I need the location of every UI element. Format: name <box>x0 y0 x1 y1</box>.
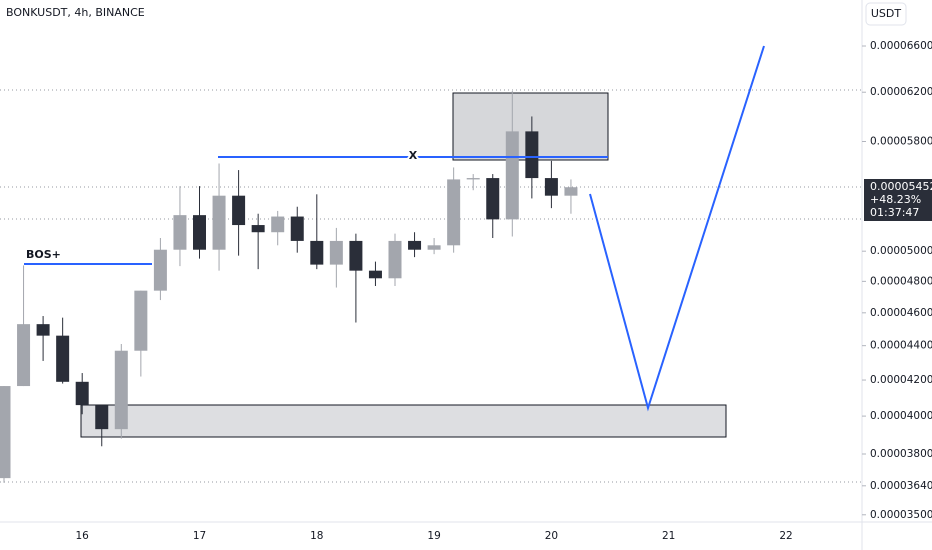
last-price: 0.00005452 <box>870 180 932 193</box>
axes: 0.00006600 0.00006200 0.00005800 0.00005000… <box>76 40 932 542</box>
x-tick-label: 18 <box>310 530 323 542</box>
y-tick-label: 0.00005000 <box>870 245 932 257</box>
y-tick-label: 0.00004800 <box>870 275 932 287</box>
candle-body <box>134 290 148 351</box>
bar-countdown: 01:37:47 <box>870 206 919 219</box>
candle-body <box>544 178 558 196</box>
y-tick-label: 0.00006600 <box>870 40 932 52</box>
candle-body <box>486 178 500 220</box>
y-tick-label: 0.00004200 <box>870 374 932 386</box>
y-tick-label: 0.00003800 <box>870 448 932 460</box>
candle-body <box>427 245 441 250</box>
symbol-title: BONKUSDT, 4h, BINANCE <box>6 6 145 19</box>
candle-body <box>466 178 480 180</box>
y-tick-label: 0.00004600 <box>870 307 932 319</box>
y-tick-label: 0.00003500 <box>870 509 932 521</box>
y-tick-label: 0.00006200 <box>870 86 932 98</box>
currency-label[interactable]: USDT <box>871 7 902 20</box>
candle-body <box>388 240 402 279</box>
x-tick-label: 20 <box>545 530 558 542</box>
x-tick-label: 17 <box>193 530 206 542</box>
candles <box>0 91 578 483</box>
candle-body <box>36 324 50 336</box>
candle-body <box>193 215 206 250</box>
price-tag <box>864 179 932 221</box>
y-tick-label: 0.00004000 <box>870 410 932 422</box>
x-tick-label: 21 <box>662 530 675 542</box>
y-tick-label: 0.00003640 <box>870 480 932 492</box>
candle-body <box>232 195 246 226</box>
candle-body <box>310 240 324 265</box>
candle-body <box>290 216 304 241</box>
drawings <box>0 89 862 483</box>
candle-body <box>525 131 539 179</box>
candle-body <box>349 240 363 271</box>
candle-body <box>408 240 422 250</box>
candle-body <box>17 324 31 387</box>
x-tick-label: 19 <box>427 530 440 542</box>
candle-body <box>505 131 519 220</box>
candle-body <box>0 386 11 479</box>
candle-body <box>251 225 265 233</box>
bos-label: BOS+ <box>26 248 61 261</box>
candle-body <box>173 215 187 250</box>
candle-body <box>329 240 343 265</box>
y-tick-label: 0.00005800 <box>870 136 932 148</box>
price-change: +48.23% <box>870 193 921 206</box>
candle-body <box>75 381 89 406</box>
demand-zone <box>80 404 727 438</box>
projection-path <box>589 45 765 412</box>
x-label: X <box>409 149 418 162</box>
candle-body <box>95 405 109 430</box>
candle-body <box>153 249 167 291</box>
y-tick-label: 0.00004400 <box>870 340 932 352</box>
x-tick-label: 22 <box>779 530 792 542</box>
candle-body <box>271 216 285 233</box>
currency-button[interactable] <box>865 2 907 26</box>
candle-body <box>56 335 70 382</box>
drawings-top: BOS+ X <box>24 45 765 412</box>
candle-body <box>368 270 382 279</box>
candle-body <box>564 187 578 196</box>
candle-body <box>114 350 128 430</box>
x-tick-label: 16 <box>76 530 90 542</box>
candle-body <box>212 195 226 250</box>
candle-body <box>447 179 461 246</box>
